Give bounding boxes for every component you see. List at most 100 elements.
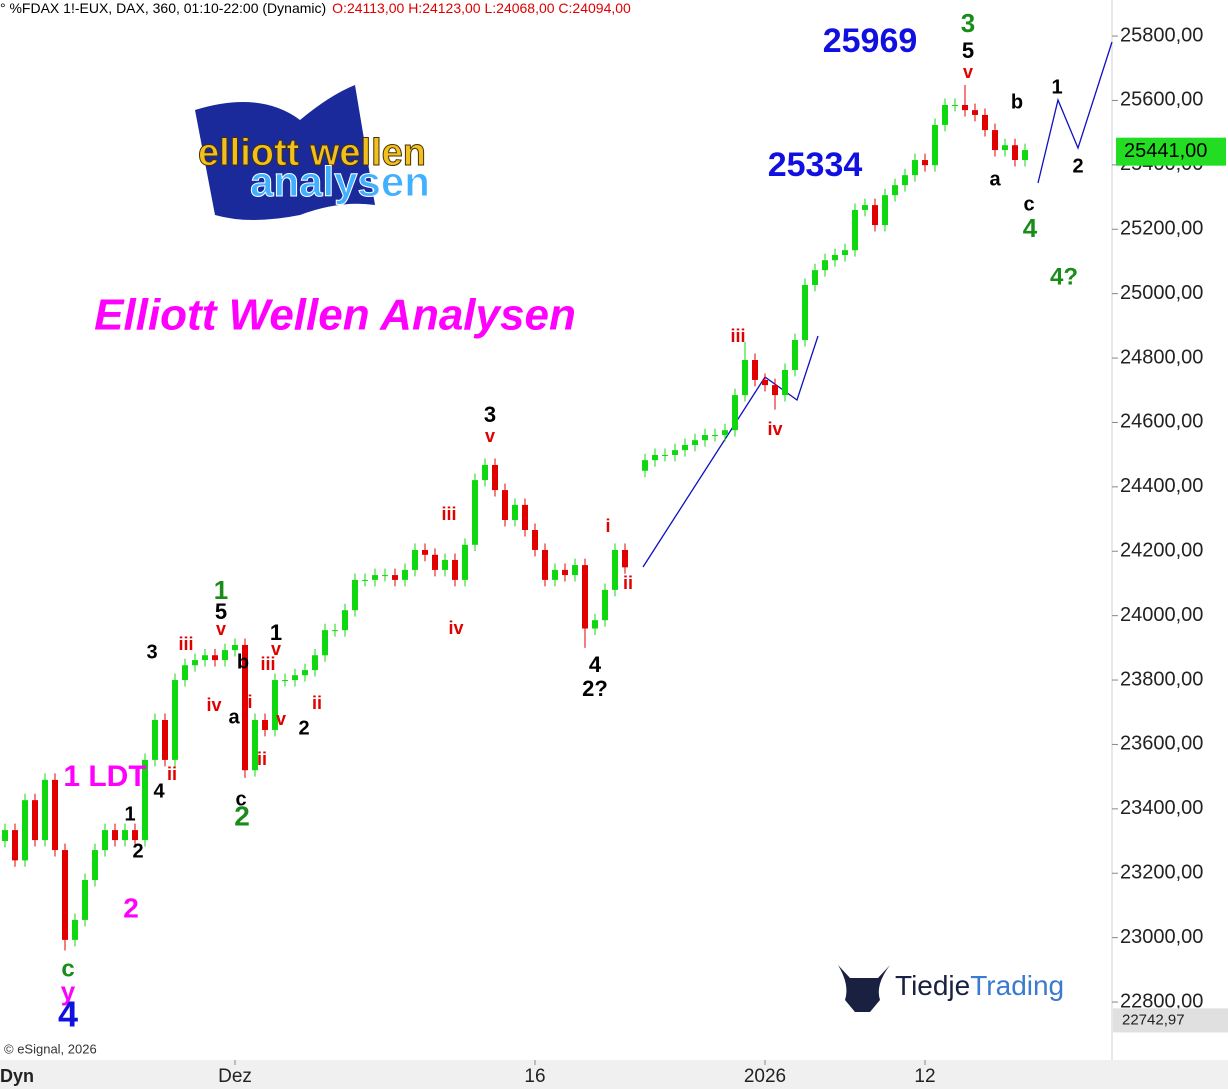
wave-label: 4 xyxy=(58,994,78,1035)
wave-label: iv xyxy=(206,695,221,715)
wave-label: ii xyxy=(623,573,633,593)
candle-body xyxy=(232,644,238,651)
wave-label: iv xyxy=(448,618,463,638)
candle-body xyxy=(792,340,798,370)
candle-body xyxy=(382,575,388,577)
x-tick-label: Dez xyxy=(218,1066,252,1087)
brand-icon xyxy=(838,965,890,1012)
wave-label: i xyxy=(247,692,252,712)
candle-body xyxy=(282,680,288,682)
candle-body xyxy=(42,779,48,841)
candle-body xyxy=(182,665,188,681)
candle-body xyxy=(432,554,438,570)
candle-body xyxy=(72,919,78,940)
candle-body xyxy=(1012,145,1018,161)
wave-label: 1 xyxy=(1051,76,1062,98)
wave-label: a xyxy=(989,168,1001,190)
y-tick-label: 25800,00 xyxy=(1120,24,1203,46)
y-tick-label: 23200,00 xyxy=(1120,862,1203,884)
candle-body xyxy=(422,549,428,555)
candle-body xyxy=(162,719,168,760)
candle-body xyxy=(812,270,818,285)
candle-body xyxy=(92,850,98,881)
candle-body xyxy=(542,549,548,580)
candle-body xyxy=(742,359,748,396)
wave-label: v xyxy=(216,619,226,639)
wave-label: c xyxy=(61,955,74,982)
y-tick-label: 25000,00 xyxy=(1120,282,1203,304)
candle-body xyxy=(292,675,298,681)
candle-body xyxy=(732,395,738,431)
candle-body xyxy=(702,435,708,441)
header: ° %FDAX 1!-EUX, DAX, 360, 01:10-22:00 (D… xyxy=(0,0,631,16)
y-tick-label: 25200,00 xyxy=(1120,218,1203,240)
wave-label: c xyxy=(1023,193,1034,215)
candle-body xyxy=(622,549,628,568)
brand-name: Trading xyxy=(970,970,1064,1001)
candle-body xyxy=(652,454,658,461)
candle-body xyxy=(472,480,478,545)
candle-body xyxy=(362,579,368,581)
candle-body xyxy=(752,359,758,380)
candle-body xyxy=(882,195,888,226)
x-tick-label: 12 xyxy=(914,1066,935,1087)
wave-label: 2 xyxy=(123,892,139,923)
candle-body xyxy=(242,644,248,771)
last-price-label: 25441,00 xyxy=(1124,140,1207,162)
last-price-box xyxy=(1116,137,1226,166)
y-tick-label: 25600,00 xyxy=(1120,89,1203,111)
wave-label: 3 xyxy=(484,402,496,427)
candle-body xyxy=(442,559,448,570)
candle-body xyxy=(912,160,918,176)
y-tick-label: 24200,00 xyxy=(1120,540,1203,562)
wave-label: 1 xyxy=(270,620,282,645)
wave-label: 2 xyxy=(1072,155,1083,177)
candle-body xyxy=(682,444,688,451)
price-axis xyxy=(1112,0,1228,1060)
candle-body xyxy=(492,464,498,491)
wave-label: c xyxy=(235,788,246,810)
candle-body xyxy=(762,379,768,386)
wave-label: 2 xyxy=(234,800,250,831)
candle-body xyxy=(112,830,118,841)
x-tick-label: 16 xyxy=(524,1066,545,1087)
candle-body xyxy=(372,575,378,580)
candle-body xyxy=(572,565,578,576)
wave-label: i xyxy=(605,516,610,536)
candle-body xyxy=(782,369,788,396)
candle-body xyxy=(222,650,228,661)
candle-body xyxy=(12,830,18,861)
wave-label: 2 xyxy=(132,840,143,862)
wave-label: 3 xyxy=(961,8,975,38)
mode-label: Dyn xyxy=(0,1066,34,1086)
candle-body xyxy=(962,104,968,111)
projection-line xyxy=(642,335,819,568)
wave-label: 1 xyxy=(124,803,135,825)
candle-body xyxy=(352,579,358,611)
candle-body xyxy=(192,660,198,666)
wave-label: a xyxy=(228,706,240,728)
y-tick-label: 23800,00 xyxy=(1120,668,1203,690)
candle-body xyxy=(722,430,728,436)
candle-body xyxy=(142,759,148,841)
candle-body xyxy=(902,175,908,186)
logo-text: elliott wellen xyxy=(198,132,426,174)
candle-body xyxy=(852,209,858,251)
candle-body xyxy=(262,719,268,730)
y-tick-label: 24400,00 xyxy=(1120,475,1203,497)
candle-body xyxy=(172,680,178,760)
wave-label: ii xyxy=(257,749,267,769)
wave-label: v xyxy=(485,426,495,446)
y-tick-label: 23400,00 xyxy=(1120,797,1203,819)
candle-body xyxy=(82,880,88,920)
wave-label: iii xyxy=(178,634,193,654)
candle-body xyxy=(612,549,618,590)
range-low-box xyxy=(1113,1008,1228,1033)
candle-body xyxy=(1002,145,1008,151)
candle-body xyxy=(252,719,258,771)
wave-label: 2? xyxy=(582,676,608,701)
y-tick-label: 24600,00 xyxy=(1120,411,1203,433)
candle-body xyxy=(332,630,338,632)
candle-body xyxy=(202,655,208,661)
